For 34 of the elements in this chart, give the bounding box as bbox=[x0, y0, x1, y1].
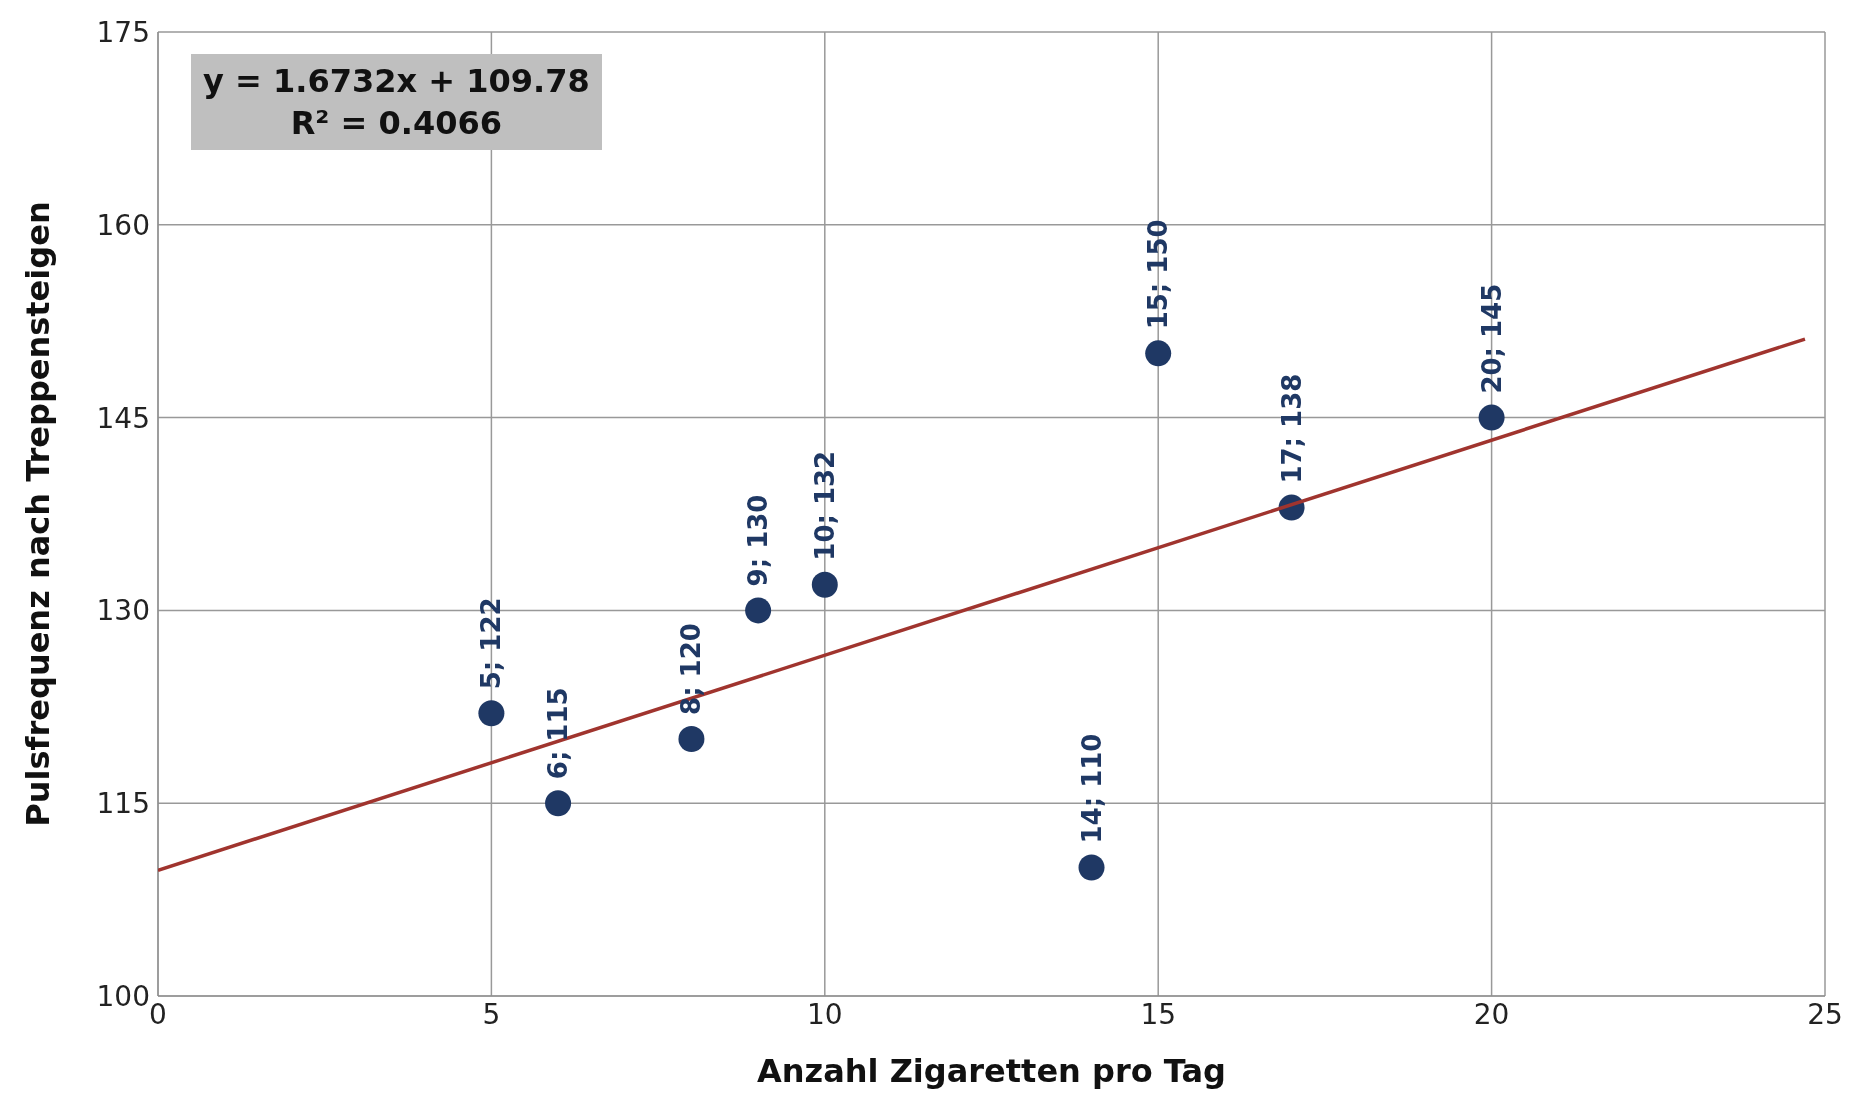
data-label: 8; 120 bbox=[676, 623, 707, 715]
data-label: 5; 122 bbox=[476, 597, 507, 690]
y-tick-label: 175 bbox=[96, 15, 150, 49]
point bbox=[678, 725, 705, 752]
x-axis-title: Anzahl Zigaretten pro Tag bbox=[756, 1052, 1227, 1090]
data-label: 6; 115 bbox=[543, 687, 574, 780]
y-tick-label: 115 bbox=[96, 787, 150, 821]
point bbox=[811, 571, 838, 598]
point bbox=[1145, 340, 1172, 367]
point bbox=[1478, 404, 1505, 431]
equation-box: y = 1.6732x + 109.78 R² = 0.4066 bbox=[191, 54, 602, 150]
annotation: y = 1.6732x + 109.78 bbox=[203, 61, 590, 102]
data-label: 10; 132 bbox=[809, 450, 840, 561]
y-tick-label: 145 bbox=[96, 401, 150, 435]
x-tick-label: 20 bbox=[1473, 997, 1510, 1031]
point bbox=[478, 700, 505, 727]
x-tick-label: 10 bbox=[806, 997, 843, 1031]
y-tick-label: 100 bbox=[96, 979, 150, 1013]
data-label: 20; 145 bbox=[1476, 283, 1507, 394]
y-tick-label: 130 bbox=[96, 594, 150, 628]
data-label: 15; 150 bbox=[1143, 219, 1174, 330]
x-tick-label: 5 bbox=[482, 997, 501, 1031]
point bbox=[545, 790, 572, 817]
y-tick-label: 160 bbox=[96, 208, 150, 242]
point bbox=[745, 597, 772, 624]
x-tick-label: 15 bbox=[1140, 997, 1177, 1031]
data-label: 17; 138 bbox=[1276, 373, 1307, 484]
data-label: 14; 110 bbox=[1076, 733, 1107, 844]
data-label: 9; 130 bbox=[743, 494, 774, 587]
x-tick-label: 0 bbox=[149, 997, 167, 1031]
point bbox=[1078, 854, 1105, 881]
x-tick-label: 25 bbox=[1807, 997, 1843, 1031]
y-axis-title: Pulsfrequenz nach Treppensteigen bbox=[19, 201, 58, 827]
annotation: R² = 0.4066 bbox=[289, 103, 503, 144]
